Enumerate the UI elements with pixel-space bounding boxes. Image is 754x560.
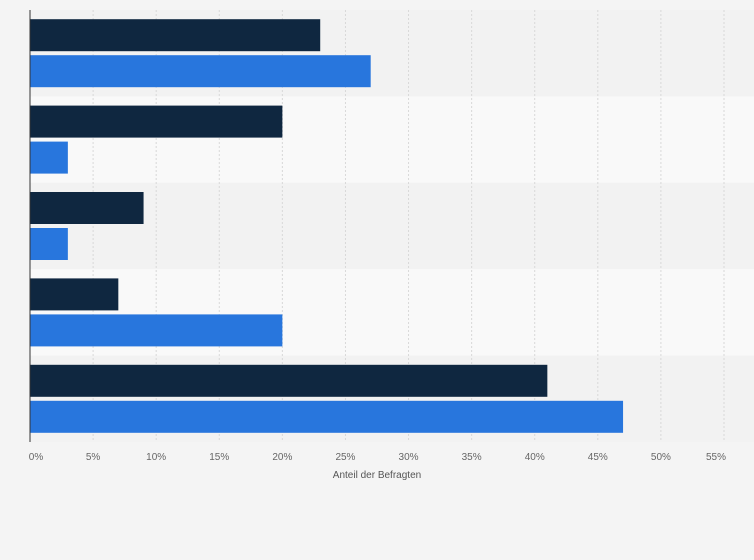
x-tick-label: 0% [29,452,44,463]
row-band-3 [30,182,754,270]
x-tick-label: 35% [462,452,482,463]
bar-series-2-row-2 [30,141,68,174]
x-tick-label: 40% [525,452,545,463]
bars [30,19,624,433]
x-tick-label: 5% [86,452,101,463]
bar-series-2-row-3 [30,228,68,260]
x-axis-tick-labels: 0% 5% 10% 15% 20% 25% 30% 35% 40% 45% 50% 55% [29,452,726,463]
x-tick-label: 45% [588,452,608,463]
bar-series-1-row-3 [30,192,144,224]
x-tick-label: 20% [272,452,292,463]
bar-series-1-row-2 [30,105,283,138]
bar-series-1-row-5 [30,364,548,397]
x-tick-label: 55% [706,452,726,463]
x-axis-title: Anteil der Befragten [333,470,421,481]
x-tick-label: 25% [335,452,355,463]
x-tick-label: 50% [651,452,671,463]
x-tick-label: 15% [209,452,229,463]
bar-series-2-row-5 [30,400,624,433]
bar-series-1-row-4 [30,278,119,311]
x-tick-label: 10% [146,452,166,463]
bar-series-2-row-1 [30,55,371,88]
x-tick-label: 30% [399,452,419,463]
bar-series-2-row-4 [30,314,283,347]
bar-series-1-row-1 [30,19,321,52]
